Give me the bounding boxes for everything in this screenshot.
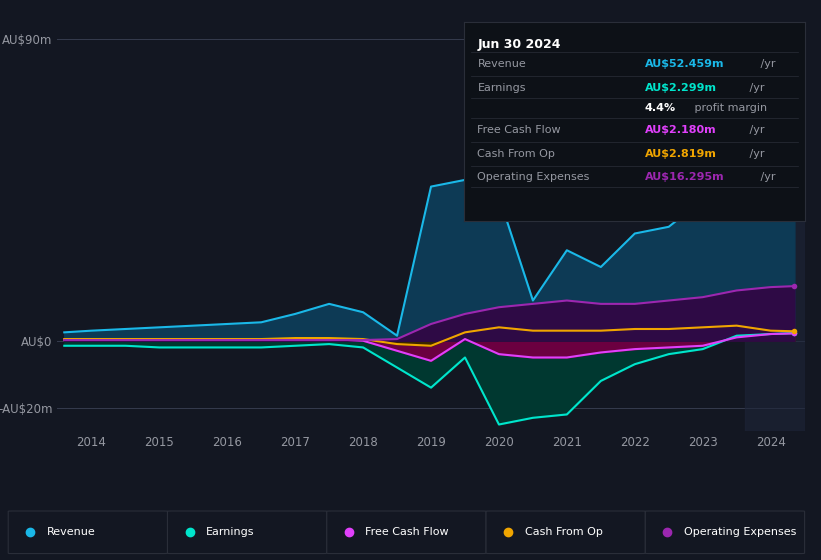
Text: AU$2.299m: AU$2.299m <box>644 83 717 93</box>
Text: Revenue: Revenue <box>478 59 526 69</box>
Text: Revenue: Revenue <box>47 528 95 537</box>
Text: AU$16.295m: AU$16.295m <box>644 172 724 183</box>
Text: Earnings: Earnings <box>206 528 255 537</box>
Text: AU$52.459m: AU$52.459m <box>644 59 724 69</box>
FancyBboxPatch shape <box>327 511 486 553</box>
Text: Cash From Op: Cash From Op <box>478 148 555 158</box>
Text: Jun 30 2024: Jun 30 2024 <box>478 38 561 52</box>
Text: /yr: /yr <box>746 125 764 135</box>
Text: Earnings: Earnings <box>478 83 526 93</box>
Bar <box>745 22 805 431</box>
FancyBboxPatch shape <box>8 511 167 553</box>
Text: /yr: /yr <box>757 172 775 183</box>
FancyBboxPatch shape <box>645 511 805 553</box>
Text: profit margin: profit margin <box>691 103 768 113</box>
Text: Free Cash Flow: Free Cash Flow <box>365 528 449 537</box>
Text: AU$2.180m: AU$2.180m <box>644 125 716 135</box>
Text: Operating Expenses: Operating Expenses <box>478 172 589 183</box>
FancyBboxPatch shape <box>486 511 645 553</box>
Text: Cash From Op: Cash From Op <box>525 528 603 537</box>
Text: /yr: /yr <box>746 83 764 93</box>
Text: 4.4%: 4.4% <box>644 103 676 113</box>
Text: Operating Expenses: Operating Expenses <box>684 528 796 537</box>
Text: /yr: /yr <box>746 148 764 158</box>
FancyBboxPatch shape <box>167 511 327 553</box>
Text: AU$2.819m: AU$2.819m <box>644 148 716 158</box>
Text: /yr: /yr <box>757 59 775 69</box>
Text: Free Cash Flow: Free Cash Flow <box>478 125 561 135</box>
